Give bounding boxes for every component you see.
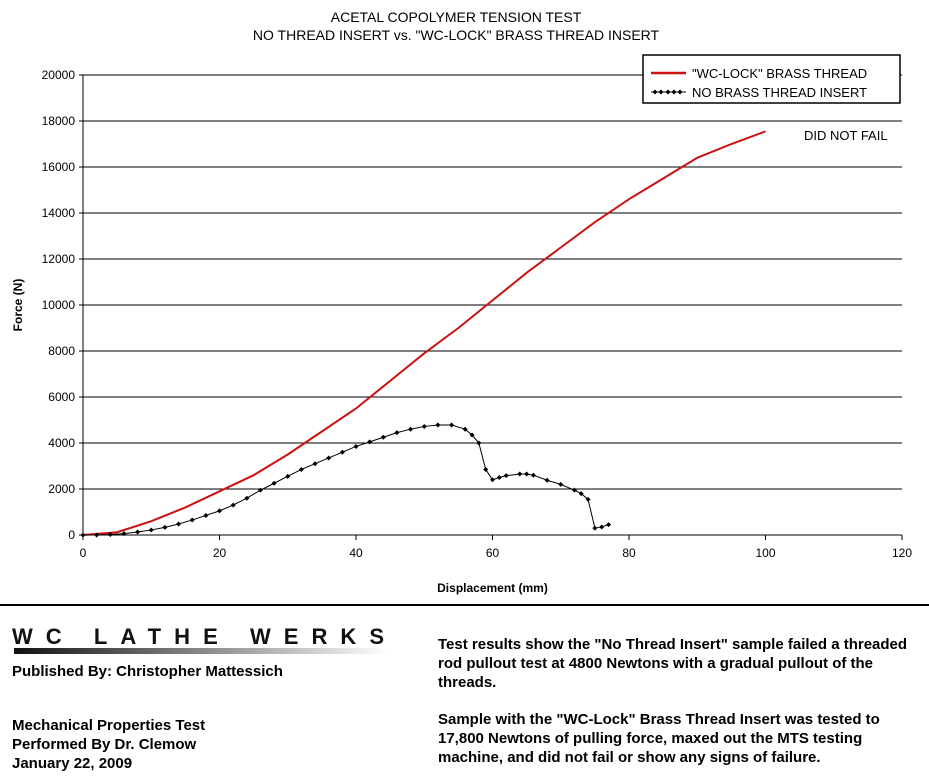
x-tick-label: 20 [213,546,227,560]
data-point [162,524,168,530]
data-point [326,455,332,461]
data-point [490,477,495,483]
x-tick-label: 120 [892,546,912,560]
legend [642,54,901,104]
data-point [339,449,345,455]
series-line-0 [82,130,766,536]
data-point [476,440,482,446]
y-tick-label: 0 [68,528,75,542]
data-point [380,434,386,440]
title-line-2: NO THREAD INSERT vs. "WC-LOCK" BRASS THR… [252,27,660,43]
summary-no-insert: Test results show the "No Thread Insert"… [438,636,908,691]
legend-marker [671,89,677,95]
legend-label-0: "WC-LOCK" BRASS THREAD [692,66,867,81]
data-point [121,531,127,537]
data-point [285,473,291,479]
divider [0,604,929,606]
data-point [367,439,373,445]
summary-wc-lock: Sample with the "WC-Lock" Brass Thread I… [438,711,880,766]
data-point [435,422,441,428]
test-date: January 22, 2009 [12,755,133,772]
x-tick-label: 0 [80,546,87,560]
test-info: Mechanical Properties Test Performed By … [12,716,205,773]
x-tick-label: 40 [349,546,363,560]
title-line-1: ACETAL COPOLYMER TENSION TEST [330,9,582,25]
data-point [524,471,530,477]
data-point [571,487,577,493]
legend-marker [677,89,683,95]
performed-by: Performed By Dr. Clemow [12,736,197,753]
data-point [176,521,182,527]
data-point [230,502,236,508]
data-point [530,472,536,478]
y-tick-label: 2000 [48,482,75,496]
data-point [517,471,523,477]
line-chart: 0 2000 4000 6000 8000 10000 12000 14000 16000 180… [11,54,912,595]
wc-lathe-werks-logo: WC LATHE WERKS [12,626,389,654]
data-point [585,496,591,502]
y-tick-label: 10000 [42,298,76,312]
y-axis-label: Force (N) [11,279,25,332]
series-line-1 [83,424,609,536]
data-point [449,422,455,428]
x-tick-label: 100 [755,546,775,560]
y-tick-label: 6000 [48,390,75,404]
chart-title: ACETAL COPOLYMER TENSION TEST NO THREAD … [0,8,912,44]
data-point [312,461,318,467]
y-tick-label: 12000 [42,252,76,266]
data-point [271,480,277,486]
data-point [421,423,427,429]
published-by: Published By: Christopher Mattessich [12,663,283,680]
legend-marker [658,89,664,95]
data-point [578,491,584,497]
data-point [189,517,195,523]
data-point [469,432,475,438]
data-point [503,473,509,479]
data-point [94,532,100,538]
data-point [257,487,263,493]
y-tick-label: 16000 [42,160,76,174]
data-point [592,525,598,531]
data-point [599,524,605,530]
x-tick-label: 60 [486,546,500,560]
data-point [107,532,113,538]
y-tick-label: 8000 [48,344,75,358]
data-point [353,443,359,449]
x-tick-label: 80 [622,546,636,560]
svg-text:WC LATHE WERKS: WC LATHE WERKS [12,626,387,649]
data-point [496,475,502,480]
data-point [462,426,468,432]
data-point [148,527,154,533]
data-point [80,532,86,538]
data-point [544,477,550,483]
data-point [483,466,489,472]
y-tick-label: 4000 [48,436,75,450]
data-point [203,512,209,518]
legend-marker [652,89,658,95]
y-tick-label: 18000 [42,114,76,128]
y-tick-label: 20000 [42,68,76,82]
data-point [408,426,414,432]
x-axis-label: Displacement (mm) [437,581,548,595]
data-point [558,481,564,487]
data-point [606,522,612,528]
data-point [135,529,141,535]
test-type: Mechanical Properties Test [12,717,206,734]
data-point [394,430,400,436]
data-point [217,508,222,514]
data-point [298,466,304,472]
legend-marker [665,89,671,95]
data-point [244,495,250,501]
y-tick-label: 14000 [42,206,76,220]
annotation-did-not-fail: DID NOT FAIL [804,128,888,143]
legend-label-1: NO BRASS THREAD INSERT [692,85,867,100]
